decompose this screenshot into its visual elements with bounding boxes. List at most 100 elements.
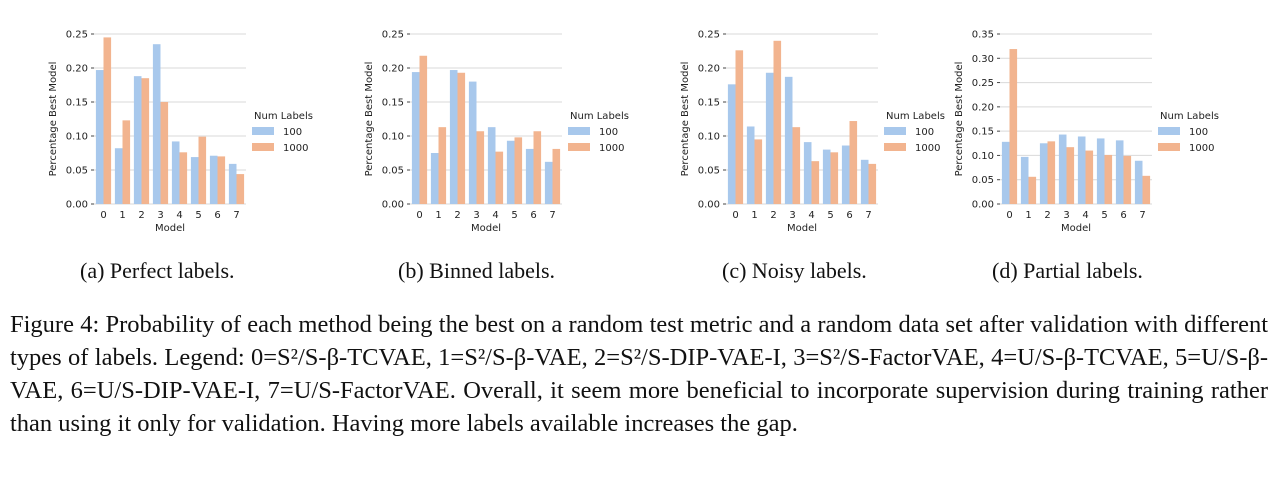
bar-model-4-labels-1000 <box>179 152 188 204</box>
bar-model-0-labels-1000 <box>735 50 744 204</box>
y-tick-label: 0.30 <box>972 54 994 65</box>
chart-panel-c: 0.00 0.05 0.10 0.15 0.20 0.25 0 1 2 3 4 5 6 7 Model Per… <box>680 30 945 235</box>
bar-model-6-labels-1000 <box>849 121 858 204</box>
x-tick-label: 2 <box>454 210 460 221</box>
x-tick-label: 6 <box>214 210 220 221</box>
x-tick-label: 7 <box>865 210 871 221</box>
legend-title: Num Labels <box>570 111 629 122</box>
x-tick-label: 6 <box>846 210 852 221</box>
bar-model-0-labels-100 <box>411 72 420 204</box>
x-tick-label: 0 <box>1006 210 1012 221</box>
bar-model-1-labels-100 <box>746 126 755 204</box>
x-tick-label: 0 <box>416 210 422 221</box>
x-tick-label: 2 <box>770 210 776 221</box>
x-tick-label: 0 <box>100 210 106 221</box>
bar-model-7-labels-1000 <box>552 148 561 204</box>
bar-model-4-labels-1000 <box>811 161 820 204</box>
y-tick-label: 0.20 <box>66 64 88 75</box>
x-axis-label: Model <box>1061 223 1091 234</box>
legend-swatch <box>884 143 906 151</box>
x-tick-label: 4 <box>808 210 814 221</box>
y-tick-label: 0.05 <box>972 175 994 186</box>
x-axis-label: Model <box>787 223 817 234</box>
legend: Num Labels 100 1000 <box>252 111 313 154</box>
x-tick-label: 2 <box>1044 210 1050 221</box>
bar-model-6-labels-1000 <box>1123 155 1132 204</box>
bar-model-2-labels-1000 <box>773 40 782 204</box>
bar-model-2-labels-100 <box>133 76 142 204</box>
y-tick-label: 0.05 <box>66 166 88 177</box>
chart-panel-b: 0.00 0.05 0.10 0.15 0.20 0.25 0 1 2 3 4 5 6 7 Model Per… <box>364 30 629 235</box>
bar-model-2-labels-1000 <box>457 72 466 204</box>
subcaption-a: (a) Perfect labels. <box>80 258 235 283</box>
y-tick-label: 0.35 <box>972 30 994 41</box>
y-tick-label: 0.25 <box>972 78 994 89</box>
bar-model-1-labels-1000 <box>754 139 763 204</box>
bar-model-1-labels-100 <box>430 153 439 204</box>
y-tick-label: 0.10 <box>66 132 88 143</box>
x-tick-label: 0 <box>732 210 738 221</box>
y-tick-label: 0.15 <box>66 98 88 109</box>
y-tick-label: 0.10 <box>972 151 994 162</box>
x-tick-label: 4 <box>176 210 182 221</box>
legend-swatch <box>568 143 590 151</box>
y-tick-label: 0.00 <box>382 200 404 211</box>
bar-model-3-labels-100 <box>152 44 161 205</box>
legend-title: Num Labels <box>886 111 945 122</box>
x-tick-label: 4 <box>492 210 498 221</box>
bar-model-3-labels-1000 <box>476 131 485 204</box>
legend-title: Num Labels <box>254 111 313 122</box>
bar-model-0-labels-1000 <box>103 37 112 205</box>
y-tick-label: 0.25 <box>382 30 404 41</box>
y-tick-label: 0.00 <box>972 200 994 211</box>
bar-model-4-labels-100 <box>1077 136 1086 204</box>
bar-model-3-labels-100 <box>468 81 477 204</box>
bar-model-6-labels-100 <box>1115 140 1124 204</box>
bar-model-5-labels-100 <box>1096 138 1105 204</box>
y-axis-label: Percentage Best Model <box>680 62 691 177</box>
bar-model-3-labels-1000 <box>1066 147 1075 204</box>
x-tick-label: 1 <box>751 210 757 221</box>
bar-model-5-labels-1000 <box>514 137 523 204</box>
bar-model-5-labels-100 <box>190 157 199 204</box>
charts-svg: 0.00 0.05 0.10 0.15 0.20 0.25 0 1 2 3 4 5 6 7 Model Per… <box>48 30 1219 235</box>
legend-swatch <box>252 127 274 135</box>
y-axis-label: Percentage Best Model <box>954 62 965 177</box>
x-tick-label: 3 <box>1063 210 1069 221</box>
bar-model-6-labels-100 <box>525 148 534 204</box>
bar-model-7-labels-100 <box>860 159 869 204</box>
legend-swatch <box>568 127 590 135</box>
x-axis-label: Model <box>471 223 501 234</box>
bar-model-1-labels-1000 <box>122 120 131 204</box>
bar-model-3-labels-100 <box>1058 134 1067 204</box>
bar-model-0-labels-1000 <box>419 55 428 205</box>
legend-label: 1000 <box>599 143 624 154</box>
bar-model-1-labels-1000 <box>438 127 447 204</box>
bar-model-3-labels-1000 <box>160 102 169 204</box>
y-tick-label: 0.15 <box>972 127 994 138</box>
x-tick-label: 4 <box>1082 210 1088 221</box>
legend: Num Labels 100 1000 <box>884 111 945 154</box>
bar-model-6-labels-100 <box>841 145 850 204</box>
bar-model-4-labels-100 <box>171 141 180 204</box>
y-tick-label: 0.10 <box>382 132 404 143</box>
x-tick-label: 5 <box>1101 210 1107 221</box>
x-tick-label: 3 <box>157 210 163 221</box>
legend-label: 1000 <box>1189 143 1214 154</box>
subcaption-d: (d) Partial labels. <box>992 258 1143 283</box>
chart-panel-a: 0.00 0.05 0.10 0.15 0.20 0.25 0 1 2 3 4 5 6 7 Model Per… <box>48 30 313 235</box>
bar-model-7-labels-1000 <box>1142 175 1151 204</box>
x-tick-label: 5 <box>511 210 517 221</box>
y-tick-label: 0.20 <box>698 64 720 75</box>
x-tick-label: 6 <box>1120 210 1126 221</box>
chart-panel-d: 0.00 0.05 0.10 0.15 0.20 0.25 0.30 0.35 0 1 2 3 4 5 6 7… <box>954 30 1219 235</box>
x-tick-label: 7 <box>1139 210 1145 221</box>
legend-swatch <box>1158 127 1180 135</box>
bar-model-1-labels-100 <box>114 148 123 204</box>
x-tick-label: 5 <box>195 210 201 221</box>
legend-swatch <box>884 127 906 135</box>
x-tick-label: 1 <box>435 210 441 221</box>
x-tick-label: 3 <box>789 210 795 221</box>
x-tick-label: 3 <box>473 210 479 221</box>
bar-model-2-labels-100 <box>449 70 458 204</box>
